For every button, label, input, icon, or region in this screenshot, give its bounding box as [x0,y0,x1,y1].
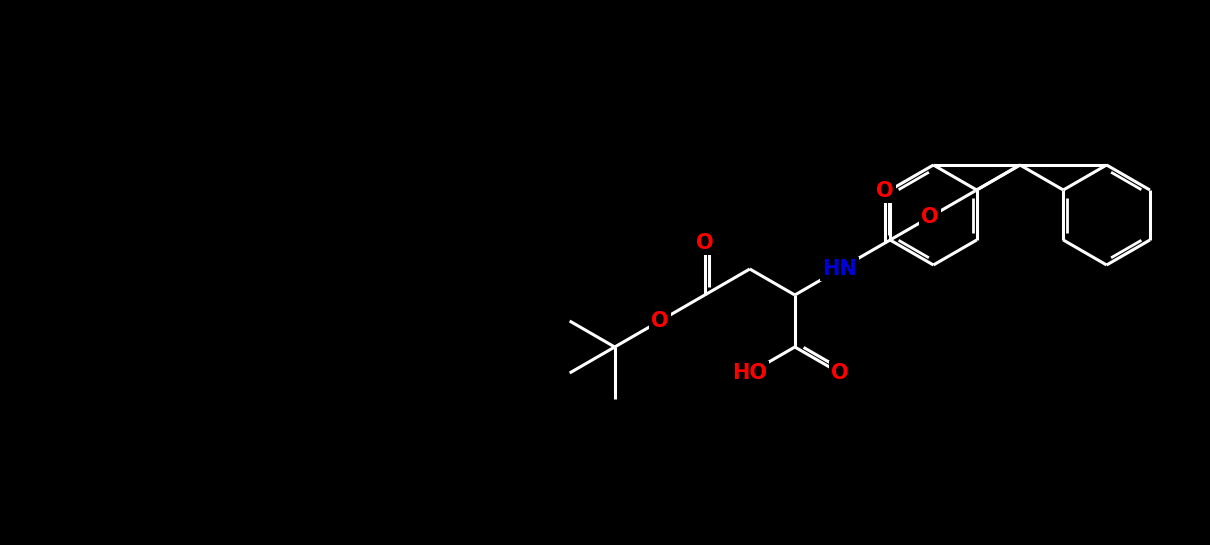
Text: O: O [921,207,939,227]
Text: O: O [831,363,848,383]
Text: O: O [651,311,669,331]
Text: O: O [876,181,894,201]
Text: HN: HN [823,259,857,279]
Text: HO: HO [732,363,767,383]
Text: O: O [696,233,714,253]
